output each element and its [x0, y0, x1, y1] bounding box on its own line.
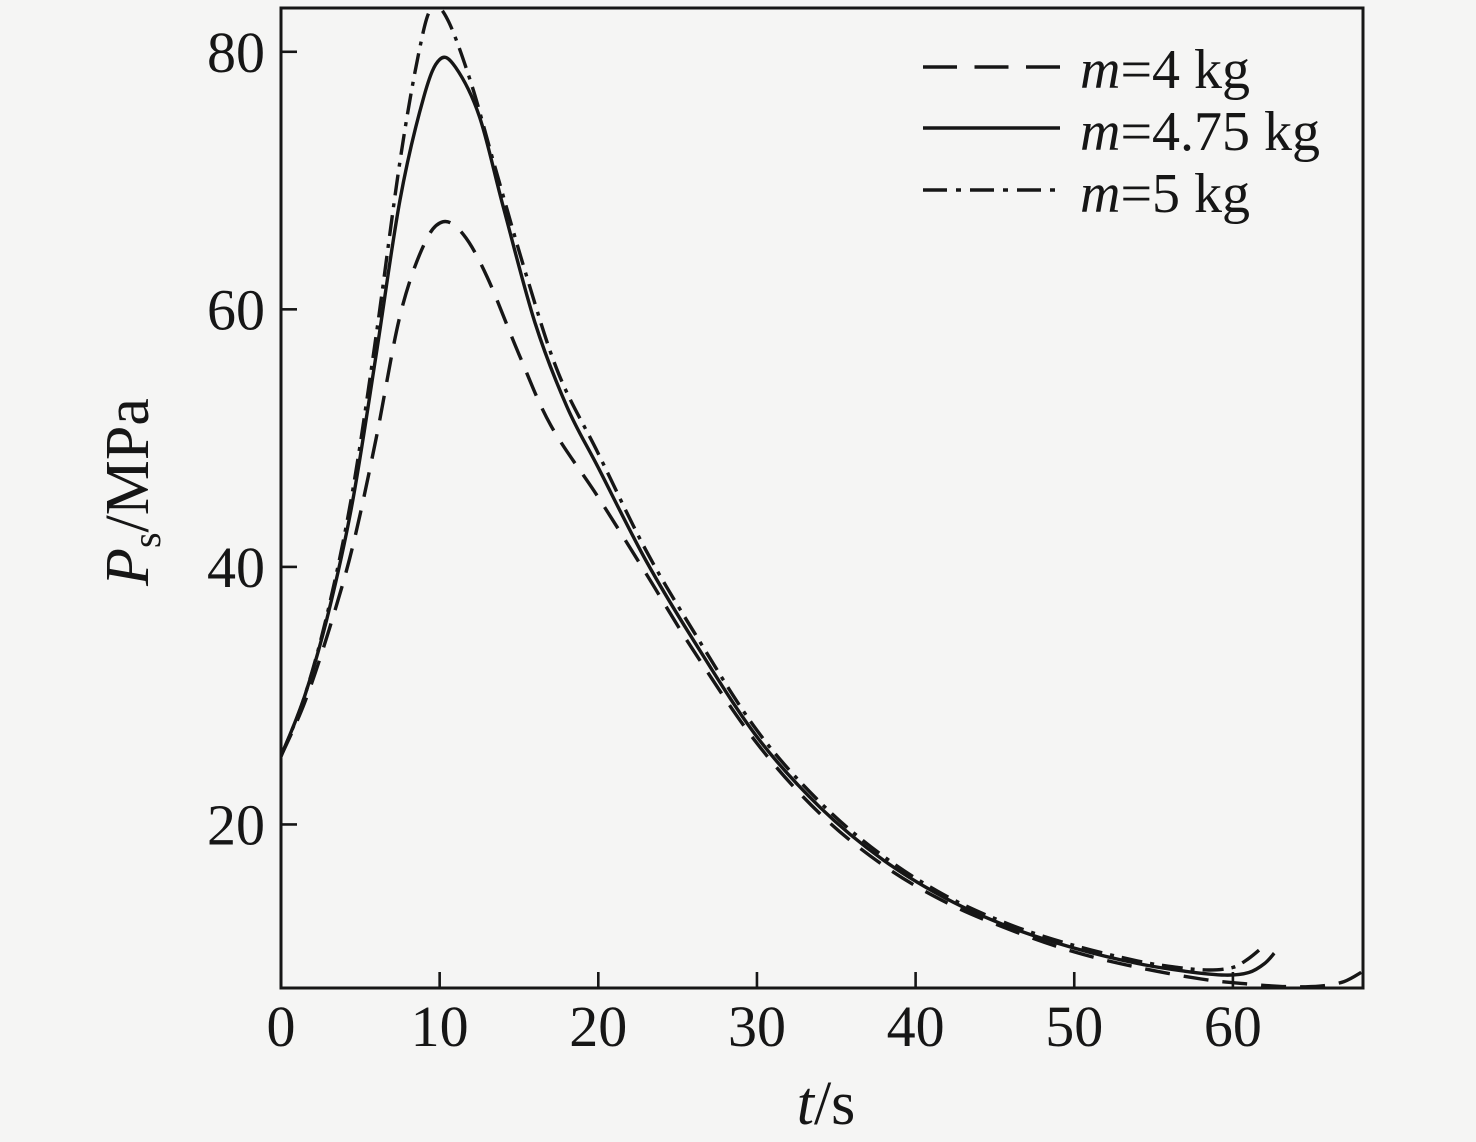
y-axis: 80 60 40 20	[207, 20, 297, 857]
x-tick-label: 0	[267, 994, 296, 1059]
x-tick-label: 40	[887, 994, 945, 1059]
x-tick-label: 10	[411, 994, 469, 1059]
y-axis-label: Ps/MPa	[94, 398, 169, 587]
legend-label: m=4 kg	[1080, 39, 1250, 101]
curve-dashed	[281, 219, 1363, 988]
x-tick-label: 20	[569, 994, 627, 1059]
legend-label: m=4.75 kg	[1080, 101, 1320, 163]
y-tick-label: 20	[207, 792, 265, 857]
curves	[281, 8, 1363, 988]
curve-solid	[281, 55, 1276, 977]
plot-frame	[279, 6, 1365, 990]
x-axis: 0 10 20 30 40 50 60	[267, 972, 1262, 1059]
curve-dashdot	[281, 8, 1263, 972]
legend: m=4 kg m=4.75 kg m=5 kg	[923, 39, 1320, 225]
y-tick-label: 60	[207, 277, 265, 342]
x-tick-label: 60	[1204, 994, 1262, 1059]
x-tick-label: 50	[1045, 994, 1103, 1059]
y-tick-label: 80	[207, 20, 265, 85]
y-tick-label: 40	[207, 535, 265, 600]
legend-label: m=5 kg	[1080, 163, 1250, 225]
x-axis-label: t/s	[797, 1070, 856, 1138]
x-tick-label: 30	[728, 994, 786, 1059]
